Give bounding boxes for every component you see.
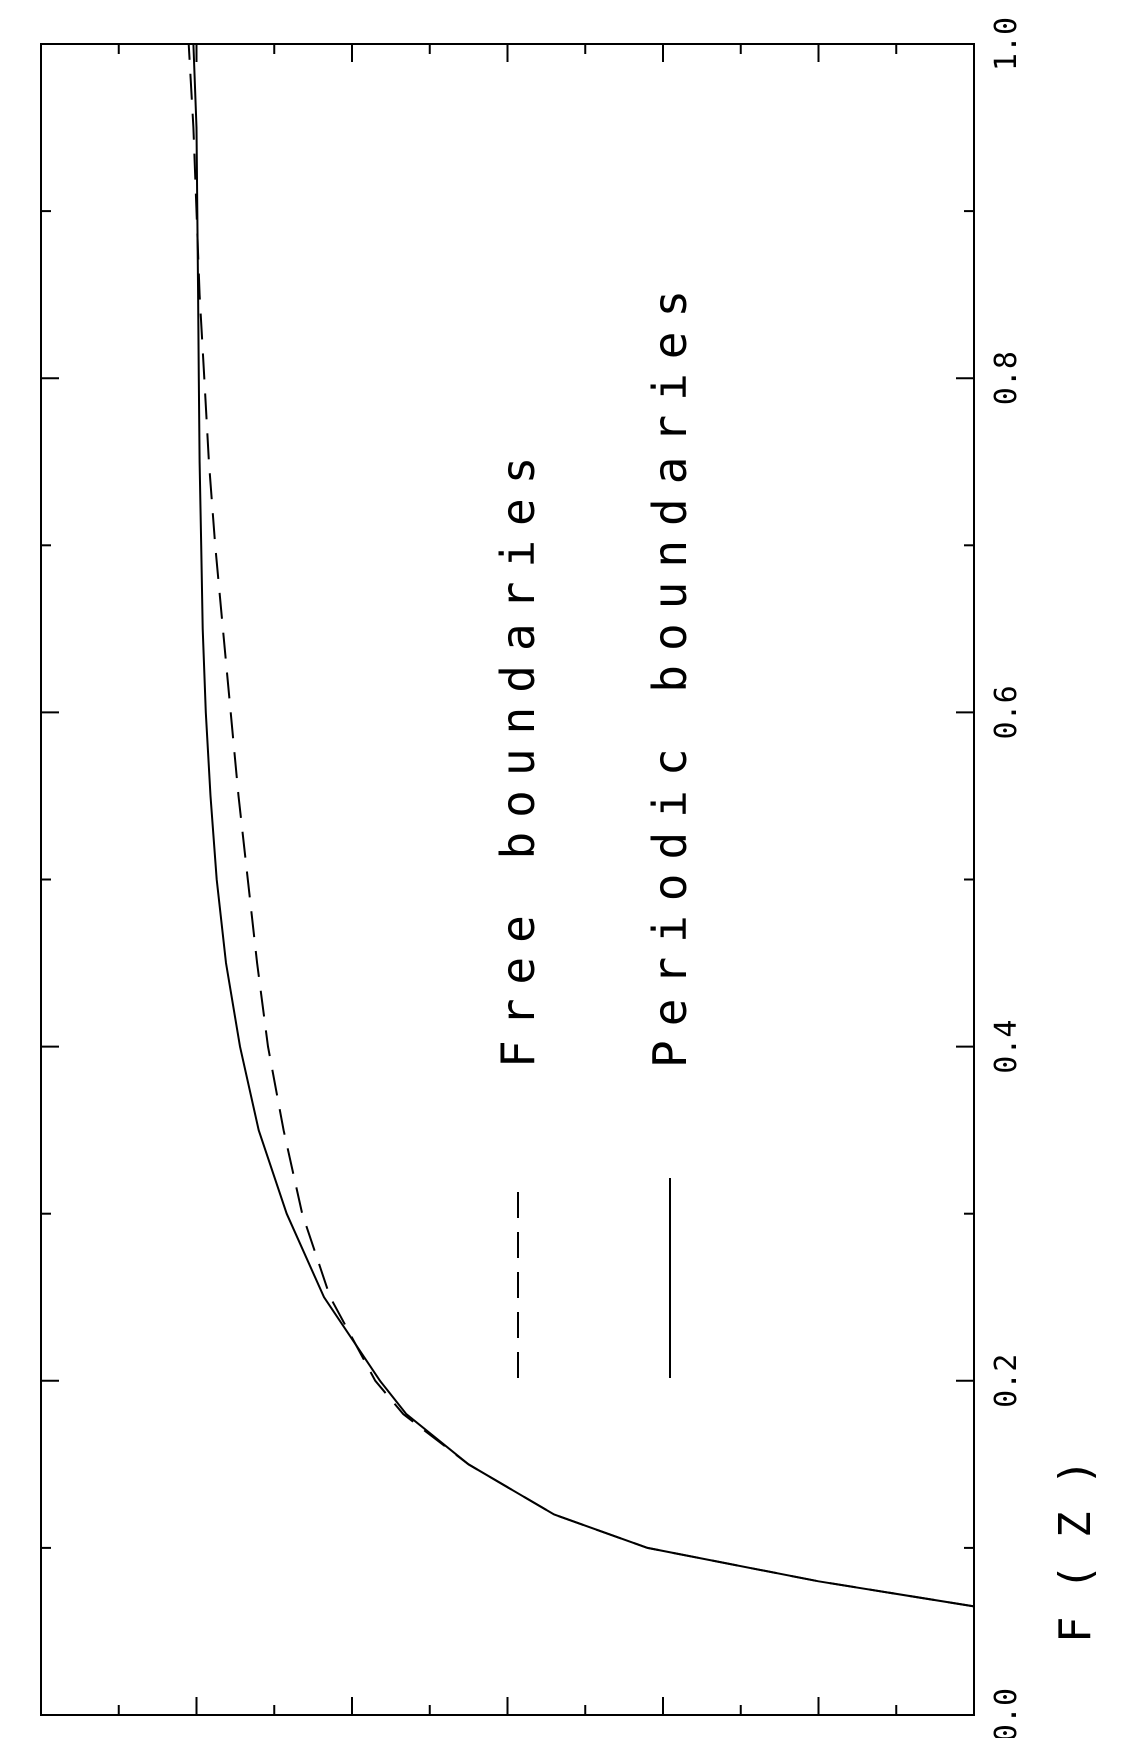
legend: Free boundaries Periodic boundaries xyxy=(491,276,697,1378)
series-line-periodic xyxy=(192,43,975,1608)
tick-labels: 0.00.20.40.60.81.010-1-2-3-4-5.0 xyxy=(989,17,1024,1738)
x-tick-label: 1.0 xyxy=(989,17,1024,71)
x-tick-label: 0.2 xyxy=(989,1354,1024,1408)
x-tick-label: 0.0 xyxy=(989,1688,1024,1738)
legend-label-free: Free boundaries xyxy=(491,443,545,1068)
y-axis-label: F(Z) xyxy=(1050,1433,1101,1643)
x-tick-label: 0.8 xyxy=(989,351,1024,405)
data-series xyxy=(187,43,975,1608)
x-tick-label: 0.4 xyxy=(989,1020,1024,1074)
series-line-free xyxy=(187,43,975,1608)
x-tick-label: 0.6 xyxy=(989,685,1024,739)
legend-label-periodic: Periodic boundaries xyxy=(643,276,697,1068)
ticks xyxy=(40,43,975,1716)
